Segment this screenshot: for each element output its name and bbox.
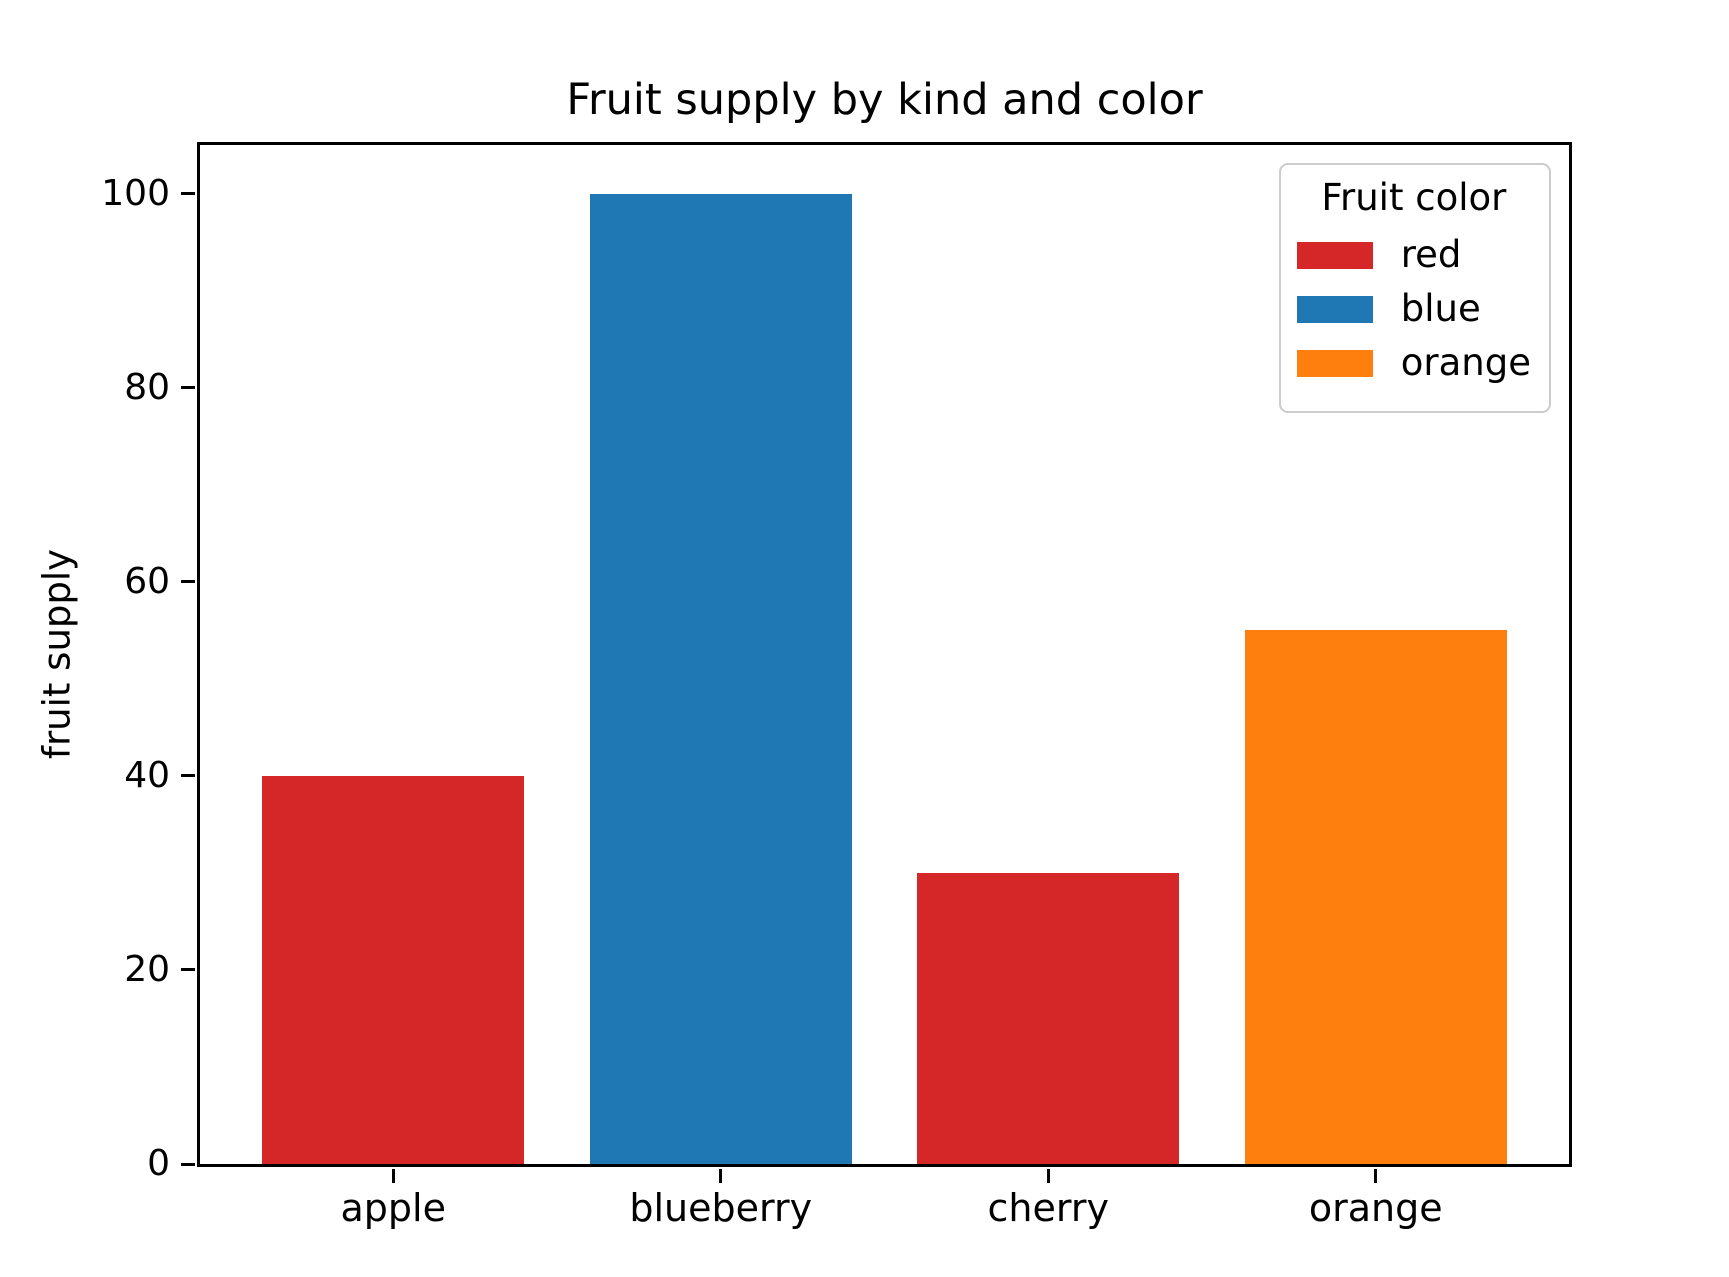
y-tick-100 — [181, 192, 195, 196]
x-tick-label-blueberry: blueberry — [629, 1186, 813, 1230]
y-tick-label-80: 80 — [124, 366, 170, 408]
legend-label-orange: orange — [1400, 341, 1531, 384]
legend-entry-blue: blue — [1296, 287, 1531, 330]
y-tick-80 — [181, 386, 195, 390]
plot-area: 0 20 40 60 80 100 apple blueberry cherry orange … — [101, 142, 1572, 1230]
legend-title: Fruit color — [1321, 176, 1507, 219]
y-tick-0 — [181, 1162, 195, 1166]
y-tick-40 — [181, 774, 195, 778]
legend-swatch-blue — [1296, 295, 1373, 323]
bar-orange — [1244, 630, 1507, 1164]
x-tick-label-orange: orange — [1308, 1186, 1443, 1230]
y-tick-label-0: 0 — [147, 1143, 170, 1184]
x-tick-label-cherry: cherry — [987, 1186, 1109, 1230]
y-tick-label-100: 100 — [101, 172, 170, 214]
bar-apple — [262, 775, 525, 1164]
bar-cherry — [917, 872, 1180, 1164]
legend-label-red: red — [1400, 233, 1462, 276]
x-tick-apple — [391, 1169, 395, 1183]
legend-entry-orange: orange — [1296, 341, 1531, 384]
y-axis-label: fruit supply — [35, 548, 79, 760]
y-tick-label-20: 20 — [124, 948, 170, 990]
legend-swatch-red — [1296, 241, 1373, 269]
chart-title: Fruit supply by kind and color — [566, 75, 1203, 125]
x-tick-blueberry — [719, 1169, 723, 1183]
y-tick-label-40: 40 — [124, 754, 170, 796]
x-tick-cherry — [1046, 1169, 1050, 1183]
legend-entries: red blue orange — [1296, 233, 1531, 384]
bar-blueberry — [589, 193, 852, 1164]
legend-swatch-orange — [1296, 349, 1373, 377]
legend: Fruit color red blue orange — [1278, 163, 1551, 413]
legend-entry-red: red — [1296, 233, 1531, 276]
y-tick-20 — [181, 968, 195, 972]
y-tick-label-60: 60 — [124, 560, 170, 602]
x-tick-label-apple: apple — [340, 1186, 446, 1230]
x-tick-orange — [1374, 1169, 1378, 1183]
legend-label-blue: blue — [1400, 287, 1481, 330]
y-tick-60 — [181, 580, 195, 584]
